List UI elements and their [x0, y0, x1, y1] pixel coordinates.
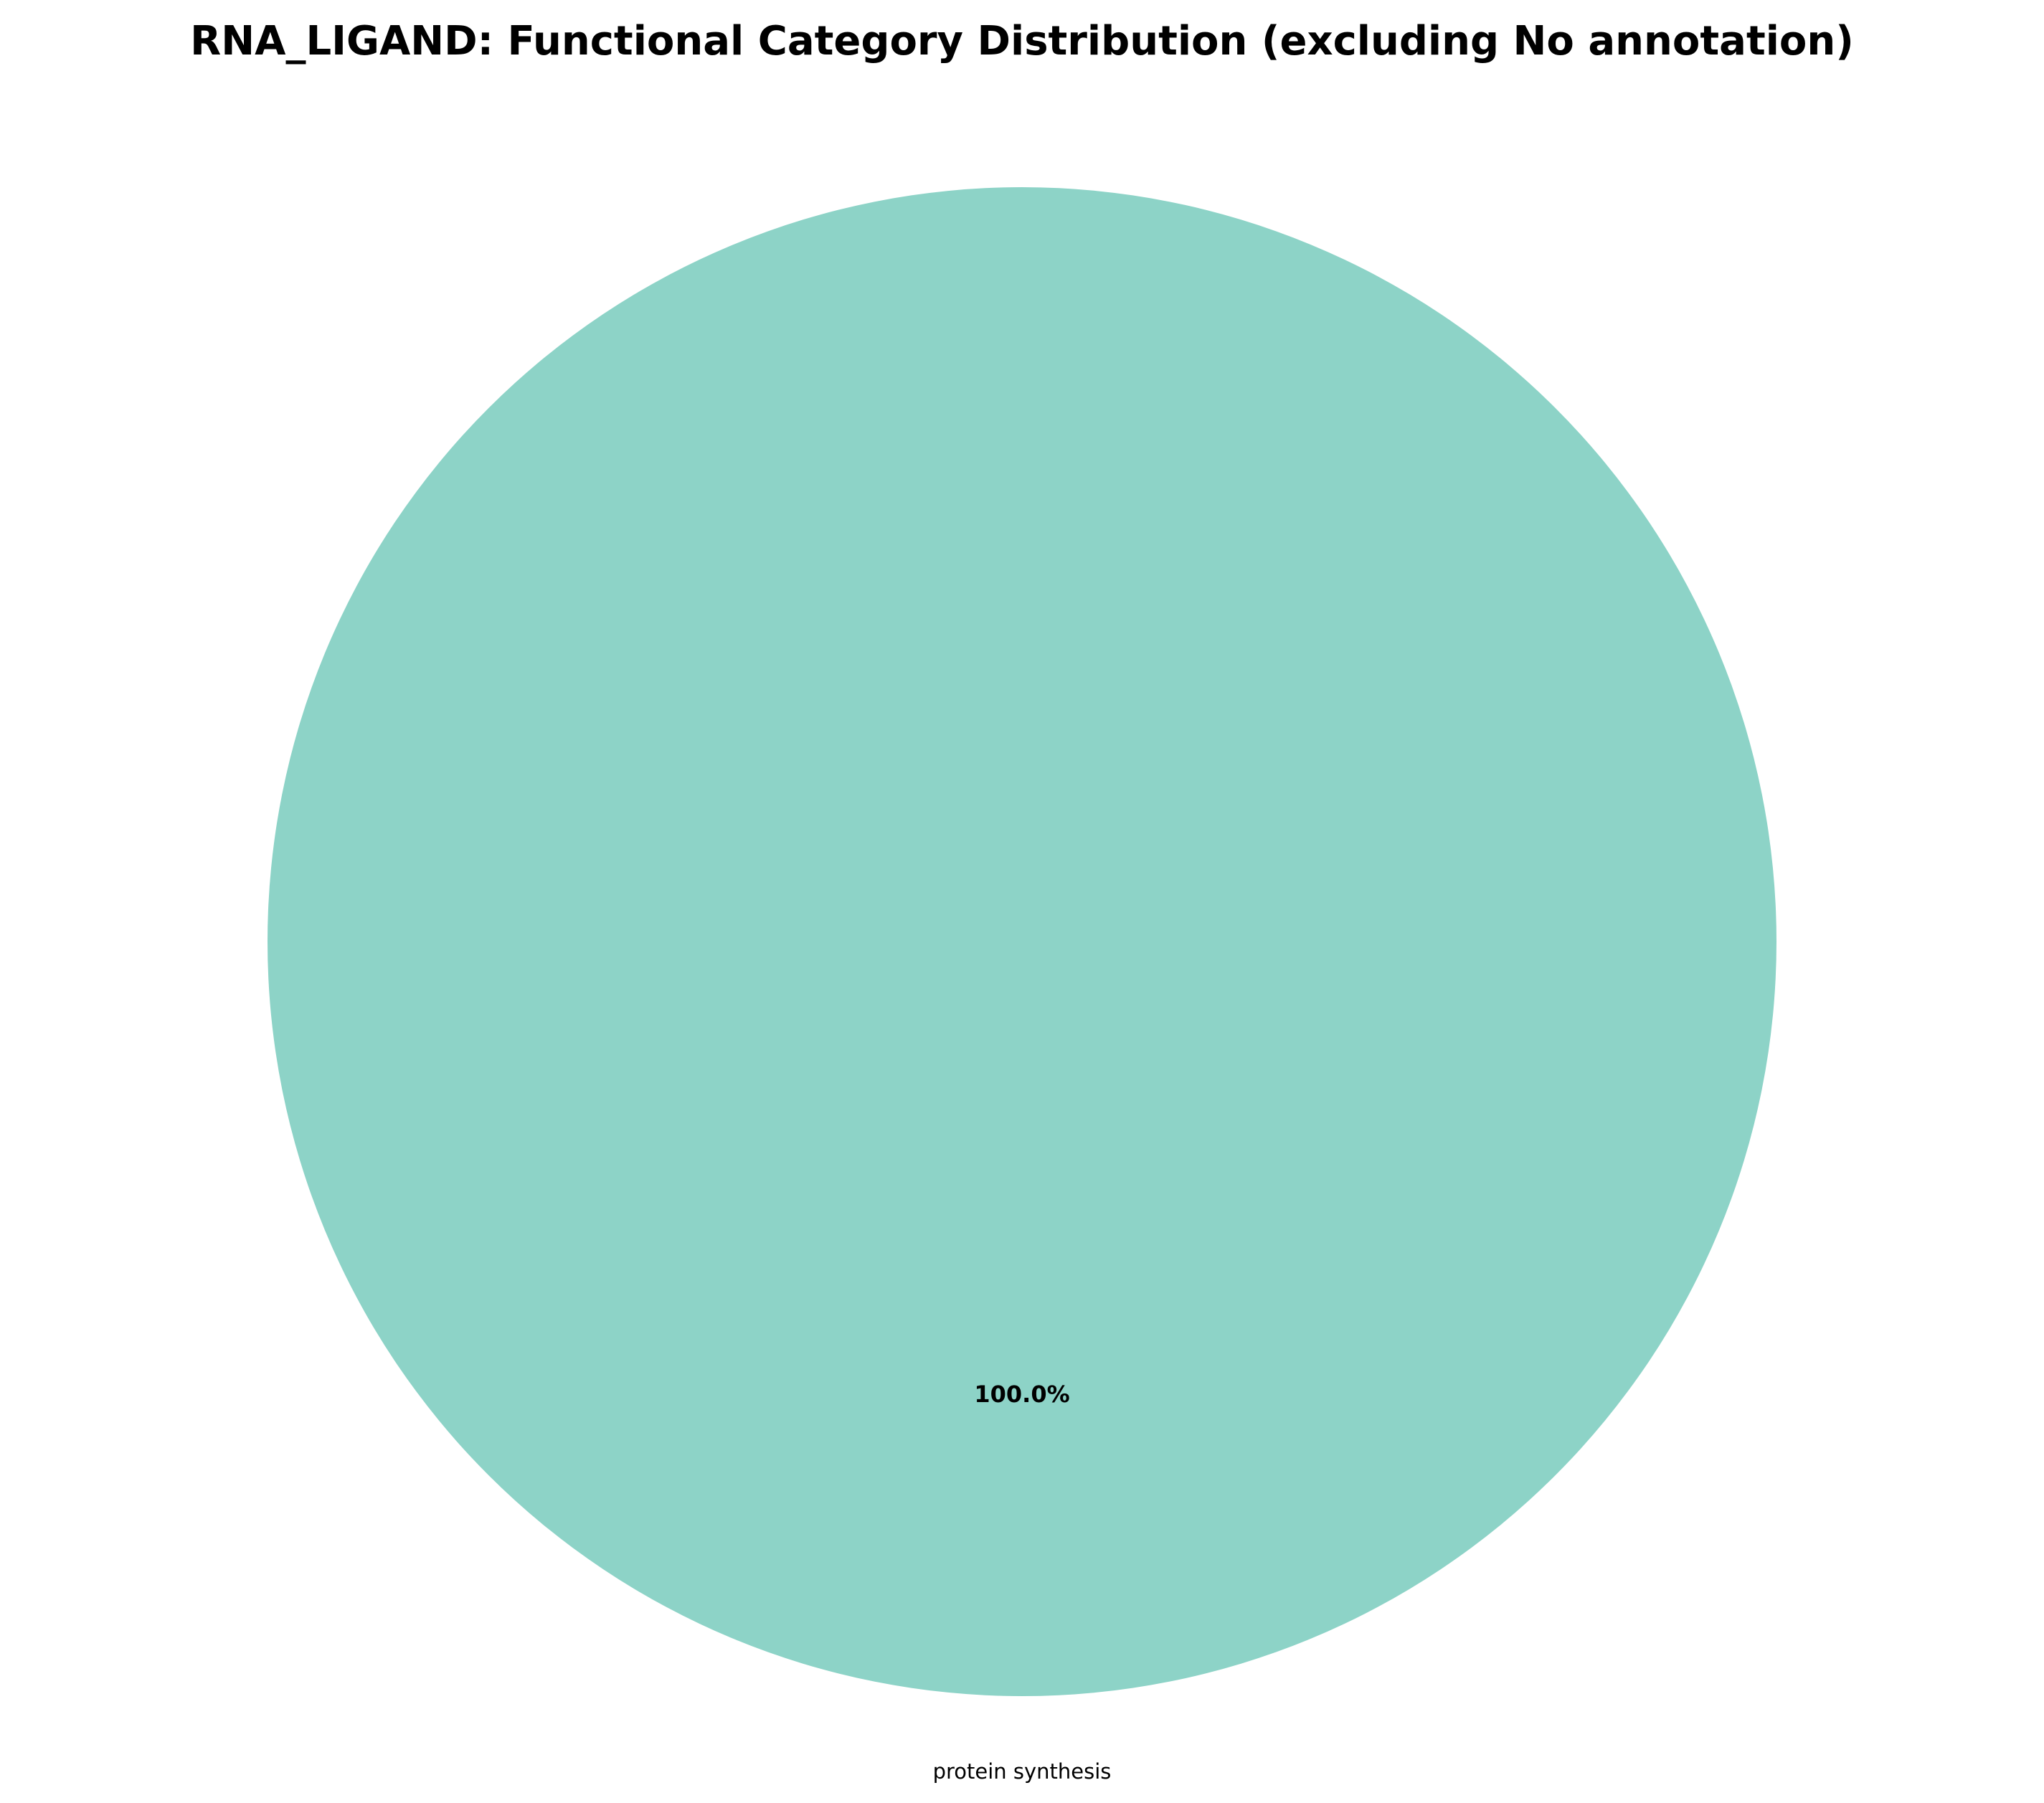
pie-slice-0: [268, 187, 1776, 1696]
chart-title: RNA_LIGAND: Functional Category Distribu…: [190, 18, 1854, 65]
slice-category-label-0: protein synthesis: [933, 1759, 1112, 1784]
pie-group: 100.0% protein synthesis: [268, 187, 1776, 1784]
slice-percent-label-0: 100.0%: [974, 1381, 1069, 1408]
